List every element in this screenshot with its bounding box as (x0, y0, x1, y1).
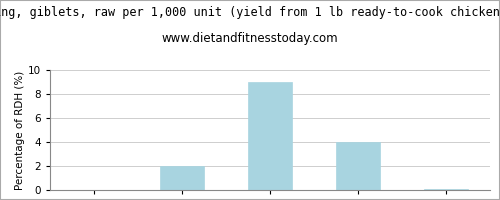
Bar (160, 166, 204, 190)
Bar (424, 189, 468, 190)
Bar (248, 82, 292, 190)
Text: www.dietandfitnesstoday.com: www.dietandfitnesstoday.com (162, 32, 338, 45)
Y-axis label: Percentage of RDH (%): Percentage of RDH (%) (15, 70, 25, 190)
Bar (336, 142, 380, 190)
Text: ing, giblets, raw per 1,000 unit (yield from 1 lb ready-to-cook chicken): ing, giblets, raw per 1,000 unit (yield … (0, 6, 500, 19)
